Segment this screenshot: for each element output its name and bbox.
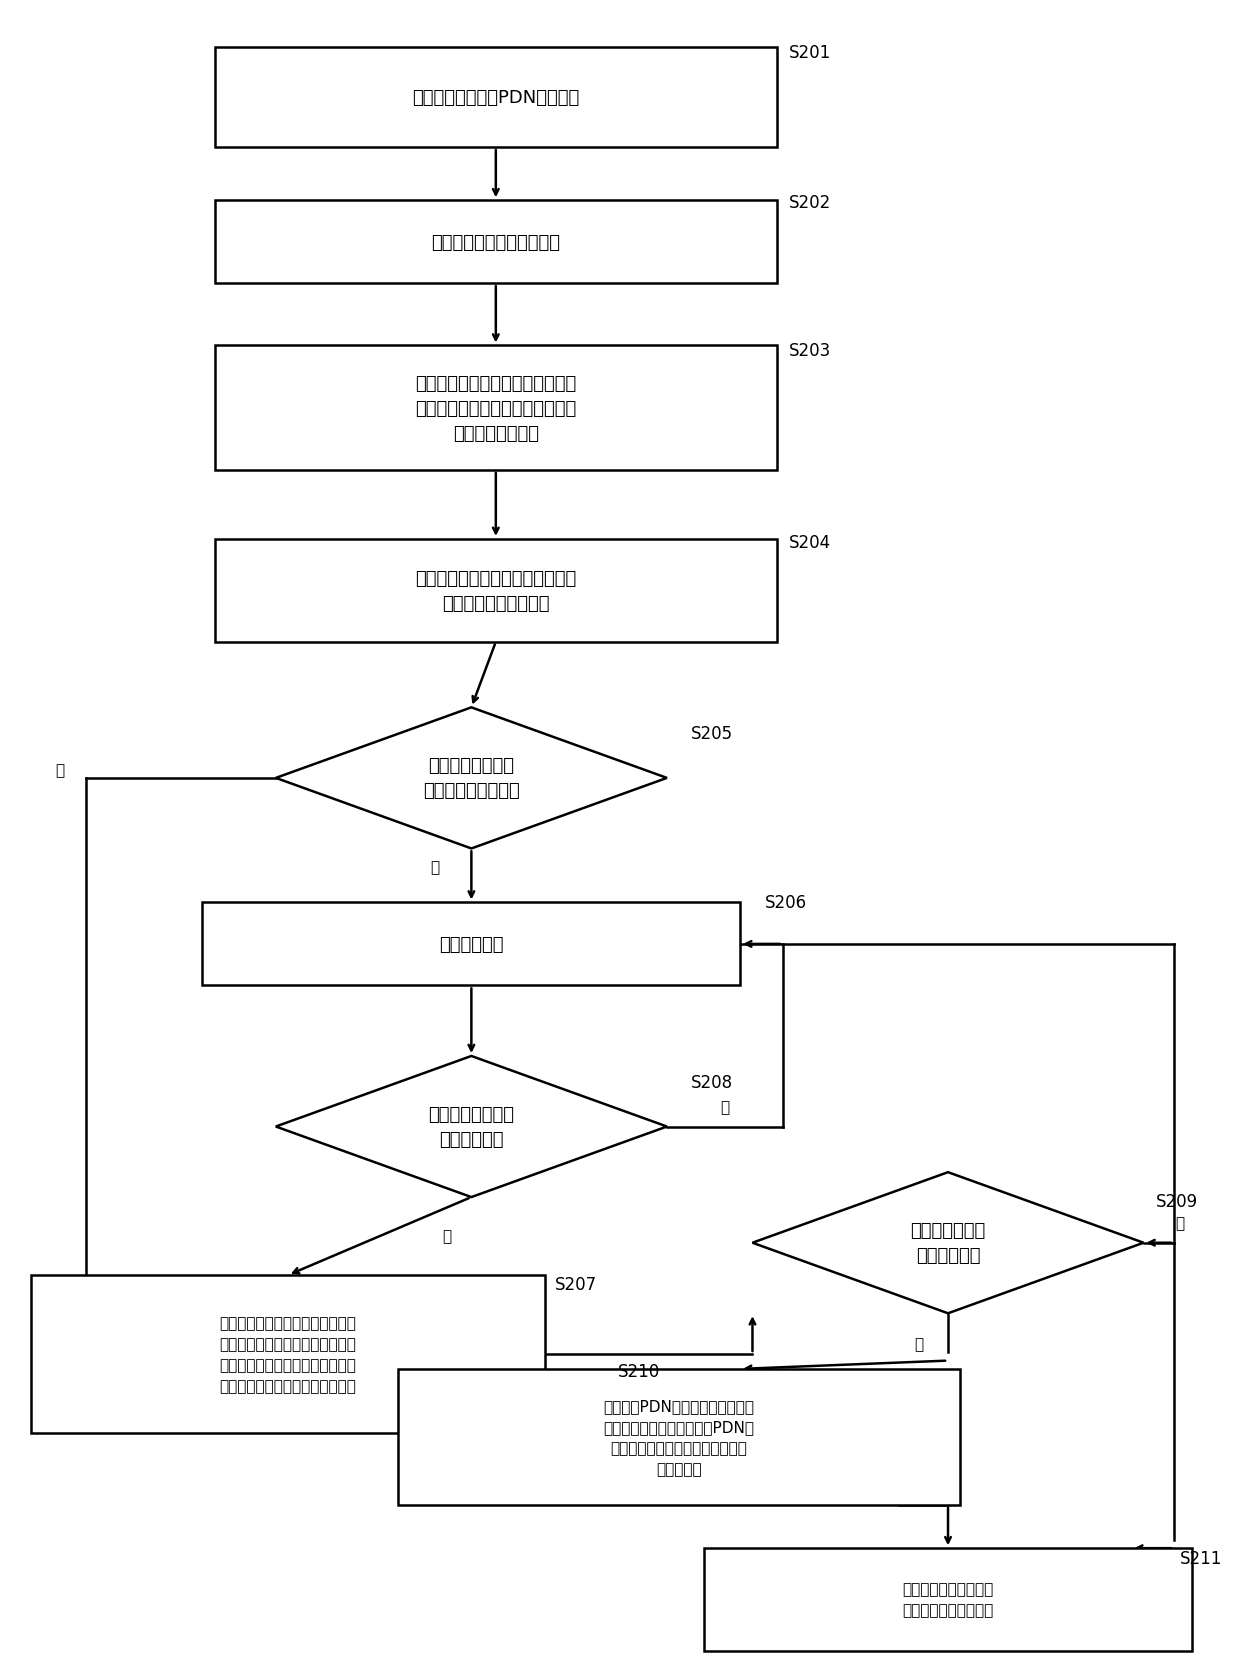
Polygon shape — [275, 1056, 667, 1198]
Text: S201: S201 — [789, 45, 831, 62]
FancyBboxPatch shape — [202, 903, 740, 985]
FancyBboxPatch shape — [215, 346, 777, 470]
Text: S203: S203 — [789, 341, 831, 360]
FancyBboxPatch shape — [215, 539, 777, 642]
FancyBboxPatch shape — [398, 1369, 960, 1506]
Text: S211: S211 — [1180, 1549, 1223, 1568]
Text: 关闭所述第一协议栈并从支持的多
个协议栈中选择除所述第一协议栈
之外的第二协议栈: 关闭所述第一协议栈并从支持的多 个协议栈中选择除所述第一协议栈 之外的第二协议栈 — [415, 375, 577, 442]
FancyBboxPatch shape — [215, 201, 777, 284]
Text: 判断所述第二协议
栈网络注册是否成功: 判断所述第二协议 栈网络注册是否成功 — [423, 756, 520, 800]
Text: S204: S204 — [789, 534, 831, 552]
Text: 恢复所述支持的多个协议栈中的默
认协议栈开关状态，或恢复所述支
持的多个协议栈中的默认协议栈开
关状态并同时复位所述调制解调器: 恢复所述支持的多个协议栈中的默 认协议栈开关状态，或恢复所述支 持的多个协议栈中… — [219, 1315, 356, 1394]
Text: 否: 否 — [720, 1099, 729, 1114]
Polygon shape — [275, 708, 667, 848]
Text: S206: S206 — [765, 893, 807, 912]
Text: S210: S210 — [618, 1362, 660, 1380]
Text: 检测到公用数据网PDN连接失败: 检测到公用数据网PDN连接失败 — [412, 89, 579, 107]
Text: 获取所述PDN连接失败的日志，并
将所述网络异常原因、所述PDN连
接失败的日志以及所述当前位置上
报至网络侧: 获取所述PDN连接失败的日志，并 将所述网络异常原因、所述PDN连 接失败的日志… — [604, 1399, 755, 1476]
FancyBboxPatch shape — [703, 1548, 1193, 1651]
Text: 是: 是 — [914, 1335, 924, 1350]
Text: S202: S202 — [789, 194, 831, 212]
Text: S207: S207 — [554, 1275, 596, 1293]
Text: 记录当前位置: 记录当前位置 — [439, 935, 503, 954]
Polygon shape — [753, 1173, 1143, 1313]
Text: 判断所述当前位置
是否发生变化: 判断所述当前位置 是否发生变化 — [428, 1106, 515, 1148]
Text: 是: 是 — [430, 860, 439, 875]
FancyBboxPatch shape — [215, 49, 777, 147]
FancyBboxPatch shape — [31, 1275, 544, 1434]
Text: 是: 是 — [443, 1230, 451, 1243]
Text: S205: S205 — [692, 724, 734, 743]
Text: 否: 否 — [1176, 1216, 1184, 1231]
Text: 开启所述第二协议栈并使用所述第
二协议栈进行网络注册: 开启所述第二协议栈并使用所述第 二协议栈进行网络注册 — [415, 569, 577, 612]
Text: 获取当前使用的第一协议栈: 获取当前使用的第一协议栈 — [432, 234, 560, 251]
Text: 将所述网络异常原因发
送至显示设备进行显示: 将所述网络异常原因发 送至显示设备进行显示 — [903, 1581, 993, 1618]
Text: 判断网络异常原
因是否上报过: 判断网络异常原 因是否上报过 — [910, 1221, 986, 1265]
Text: S209: S209 — [1156, 1193, 1198, 1211]
Text: S208: S208 — [692, 1072, 734, 1091]
Text: 否: 否 — [56, 763, 64, 778]
